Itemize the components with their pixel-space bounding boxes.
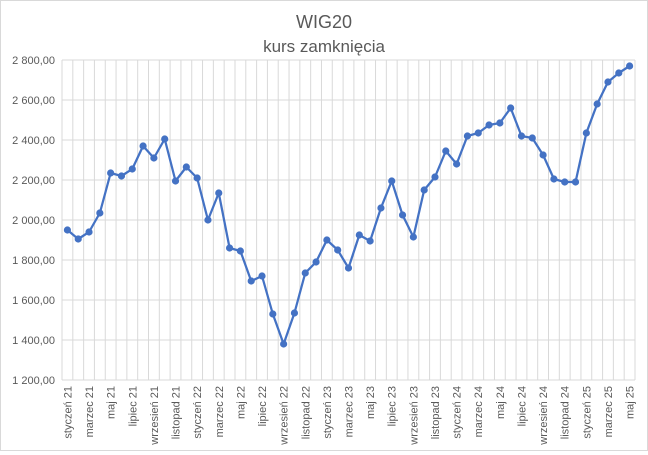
- data-point: [409, 233, 417, 241]
- data-point: [301, 269, 309, 277]
- data-point: [355, 231, 363, 239]
- data-point: [442, 147, 450, 155]
- y-tick-label: 2 000,00: [12, 215, 55, 227]
- data-point: [280, 340, 288, 348]
- x-tick-label: marzec 24: [473, 386, 485, 437]
- data-point: [204, 216, 212, 224]
- x-tick-label: maj 22: [235, 386, 247, 419]
- data-point: [388, 177, 396, 185]
- x-tick-label: marzec 21: [84, 386, 96, 437]
- y-tick-label: 2 600,00: [12, 95, 55, 107]
- x-tick-label: styczeń 24: [452, 386, 464, 439]
- data-point: [625, 62, 634, 70]
- data-point: [539, 151, 547, 159]
- data-point: [474, 129, 482, 137]
- data-point: [604, 78, 612, 86]
- data-point: [139, 142, 147, 150]
- y-tick-label: 1 600,00: [12, 295, 55, 307]
- x-axis-ticks: styczeń 21 marzec 21 maj 21 lipiec 21 wrzesi…: [62, 386, 636, 446]
- data-point: [561, 178, 569, 186]
- data-point: [593, 100, 601, 108]
- data-point: [377, 204, 385, 212]
- x-tick-label: maj 25: [625, 386, 637, 419]
- data-point: [323, 236, 331, 244]
- x-tick-label: listopad 21: [171, 386, 183, 439]
- x-tick-label: lipiec 22: [257, 386, 269, 426]
- data-point: [215, 189, 223, 197]
- data-point: [236, 247, 244, 255]
- data-point: [128, 165, 136, 173]
- x-tick-label: wrzesień 23: [408, 386, 420, 446]
- data-point: [517, 132, 526, 140]
- y-tick-label: 2 800,00: [12, 55, 55, 67]
- x-tick-label: listopad 22: [300, 386, 312, 439]
- x-tick-label: maj 24: [495, 386, 507, 419]
- data-point: [96, 209, 104, 217]
- x-tick-label: maj 23: [365, 386, 377, 419]
- y-tick-label: 1 400,00: [12, 335, 55, 347]
- data-point: [182, 163, 190, 171]
- x-tick-label: wrzesień 22: [279, 386, 291, 446]
- data-point: [334, 246, 342, 254]
- data-point: [571, 178, 580, 186]
- chart-subtitle: kurs zamknięcia: [263, 37, 385, 56]
- data-point: [582, 129, 590, 137]
- data-point: [225, 244, 234, 252]
- x-tick-label: listopad 23: [430, 386, 442, 439]
- data-point: [85, 228, 93, 236]
- data-point: [507, 104, 515, 112]
- x-tick-label: styczeń 23: [322, 386, 334, 439]
- data-point: [247, 277, 255, 285]
- data-point: [420, 186, 428, 194]
- x-tick-label: marzec 23: [344, 386, 356, 437]
- chart-title: WIG20: [296, 12, 352, 32]
- y-tick-label: 2 200,00: [12, 175, 55, 187]
- data-point: [150, 154, 158, 162]
- data-point: [496, 119, 504, 127]
- x-tick-label: marzec 25: [603, 386, 615, 437]
- data-point: [344, 264, 353, 272]
- x-tick-label: lipiec 21: [127, 386, 139, 426]
- y-axis-ticks: 1 200,00 1 400,00 1 600,00 1 800,00 2 000,00…: [12, 55, 55, 387]
- data-point: [312, 258, 320, 266]
- data-point: [107, 169, 115, 177]
- data-point: [398, 211, 407, 219]
- data-point: [550, 175, 558, 183]
- x-tick-label: wrzesień 24: [538, 386, 550, 446]
- data-point: [485, 121, 493, 129]
- grid-lines: [61, 59, 636, 381]
- y-tick-label: 1 200,00: [12, 375, 55, 387]
- data-point: [528, 134, 536, 142]
- x-tick-label: wrzesień 21: [149, 386, 161, 446]
- x-tick-label: lipiec 24: [516, 386, 528, 426]
- y-tick-label: 2 400,00: [12, 135, 55, 147]
- data-point: [463, 132, 472, 140]
- data-point: [453, 160, 461, 168]
- data-point: [63, 226, 72, 234]
- data-point: [117, 172, 126, 180]
- data-point: [431, 173, 439, 181]
- data-point: [161, 135, 169, 143]
- series-layer: [63, 62, 634, 348]
- data-point: [366, 237, 374, 245]
- data-point: [290, 309, 299, 317]
- x-tick-label: marzec 22: [214, 386, 226, 437]
- data-point: [269, 310, 277, 318]
- y-tick-label: 1 800,00: [12, 255, 55, 267]
- x-tick-label: lipiec 23: [387, 386, 399, 426]
- x-tick-label: listopad 24: [560, 386, 572, 439]
- x-tick-label: styczeń 21: [62, 386, 74, 439]
- x-tick-label: maj 21: [106, 386, 118, 419]
- data-point: [615, 69, 623, 77]
- series-line: [66, 65, 631, 346]
- data-point: [258, 272, 266, 280]
- data-point: [193, 174, 201, 182]
- data-point: [171, 177, 180, 185]
- data-point: [74, 235, 82, 243]
- x-tick-label: styczeń 22: [192, 386, 204, 439]
- x-tick-label: styczeń 25: [581, 386, 593, 439]
